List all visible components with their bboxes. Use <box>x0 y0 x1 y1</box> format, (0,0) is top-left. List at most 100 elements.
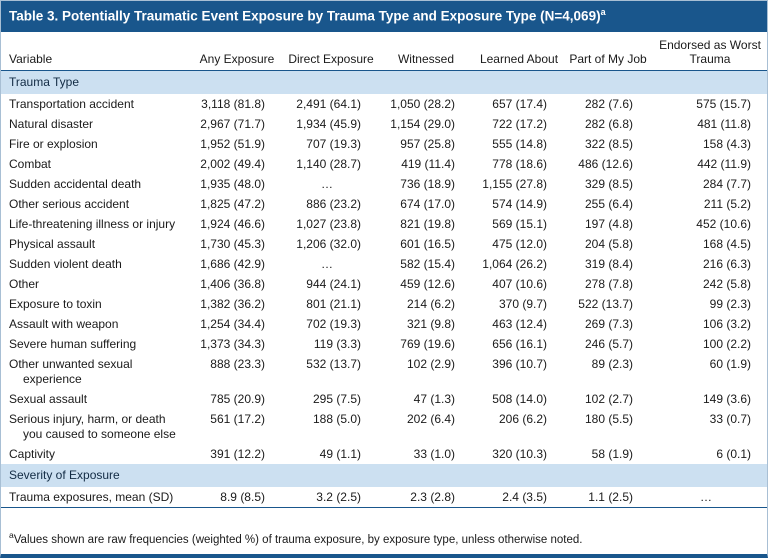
value-cell: 1,154 (29.0) <box>390 116 455 131</box>
value-cell: 801 (21.1) <box>306 296 361 311</box>
value-cell: 119 (3.3) <box>313 336 361 351</box>
value-cell: 322 (8.5) <box>584 136 633 151</box>
value-cell: 102 (2.9) <box>406 356 455 371</box>
variable-cell: Other unwanted sexual experience <box>9 356 133 386</box>
data-table: Variable Any Exposure Direct Exposure Witne… <box>1 31 767 509</box>
value-cell: 168 (4.5) <box>702 236 751 251</box>
table-row: Serious injury, harm, or death you cause… <box>1 409 767 444</box>
value-cell: 197 (4.8) <box>584 216 633 231</box>
value-cell: 1.1 (2.5) <box>565 487 651 509</box>
value-cell: 569 (15.1) <box>492 216 547 231</box>
value-cell: 102 (2.7) <box>584 391 633 406</box>
table-row: Other 1,406 (36.8) 944 (24.1) 459 (12.6) 407… <box>1 274 767 294</box>
section-header-row: Trauma Type <box>1 70 767 95</box>
value-cell: 188 (5.0) <box>312 411 361 426</box>
variable-cell: Natural disaster <box>9 116 94 131</box>
value-cell: 522 (13.7) <box>578 296 633 311</box>
column-header: Any Exposure <box>191 31 283 72</box>
table-head: Variable Any Exposure Direct Exposure Witne… <box>1 31 767 72</box>
value-cell: 442 (11.9) <box>697 156 751 171</box>
value-cell: 106 (3.2) <box>702 316 751 331</box>
value-cell: 486 (12.6) <box>578 156 633 171</box>
value-cell: 1,382 (36.2) <box>200 296 265 311</box>
value-cell: 674 (17.0) <box>400 196 455 211</box>
value-cell: 2.3 (2.8) <box>379 487 473 509</box>
value-cell: 1,064 (26.2) <box>482 256 547 271</box>
value-cell: 211 (5.2) <box>703 196 751 211</box>
value-cell: 1,155 (27.8) <box>482 176 547 191</box>
value-cell: 319 (8.4) <box>584 256 633 271</box>
value-cell: 888 (23.3) <box>210 356 265 371</box>
value-cell: 2,967 (71.7) <box>200 116 265 131</box>
table-row: Physical assault 1,730 (45.3) 1,206 (32.0)… <box>1 234 767 254</box>
table-row: Sudden accidental death 1,935 (48.0) … 736 … <box>1 174 767 194</box>
value-cell: 33 (0.7) <box>709 411 751 426</box>
value-cell: 407 (10.6) <box>492 276 547 291</box>
value-cell: 214 (6.2) <box>406 296 455 311</box>
value-cell: 396 (10.7) <box>492 356 547 371</box>
footnote-superscript: a <box>9 530 14 541</box>
value-cell: 391 (12.2) <box>210 446 265 461</box>
column-header: Direct Exposure <box>283 31 379 72</box>
value-cell: 481 (11.8) <box>697 116 751 131</box>
value-cell: 295 (7.5) <box>312 391 361 406</box>
table-title-superscript: a <box>600 7 606 17</box>
variable-cell: Physical assault <box>9 236 96 251</box>
value-cell: 555 (14.8) <box>492 136 547 151</box>
value-cell: 475 (12.0) <box>492 236 547 251</box>
value-cell: 778 (18.6) <box>492 156 547 171</box>
table-row: Other serious accident 1,825 (47.2) 886 (2… <box>1 194 767 214</box>
value-cell: 1,825 (47.2) <box>200 196 265 211</box>
value-cell: 459 (12.6) <box>400 276 455 291</box>
value-cell: 89 (2.3) <box>591 356 633 371</box>
table-footnote: aValues shown are raw frequencies (weigh… <box>1 525 767 554</box>
value-cell: 282 (7.6) <box>584 96 633 111</box>
section-label: Severity of Exposure <box>1 464 767 488</box>
variable-cell: Severe human suffering <box>9 336 137 351</box>
table-row: Sexual assault 785 (20.9) 295 (7.5) 47 (1.3… <box>1 389 767 409</box>
value-cell: 532 (13.7) <box>306 356 361 371</box>
variable-cell: Sexual assault <box>9 391 88 406</box>
value-cell: 657 (17.4) <box>492 96 547 111</box>
value-cell: 180 (5.5) <box>584 411 633 426</box>
value-cell: 785 (20.9) <box>210 391 265 406</box>
section-label: Trauma Type <box>1 70 767 95</box>
table-body: Trauma Type Transportation accident 3,118 … <box>1 70 767 509</box>
value-cell: 722 (17.2) <box>492 116 547 131</box>
table-row: Other unwanted sexual experience 888 (23.… <box>1 354 767 389</box>
variable-cell: Captivity <box>9 446 56 461</box>
variable-cell: Trauma exposures, mean (SD) <box>1 487 191 509</box>
column-header: Variable <box>1 31 191 72</box>
value-cell: 370 (9.7) <box>498 296 547 311</box>
value-cell: 419 (11.4) <box>401 156 455 171</box>
value-cell: 47 (1.3) <box>413 391 455 406</box>
variable-cell: Other serious accident <box>9 196 130 211</box>
table-row: Life-threatening illness or injury 1,924 … <box>1 214 767 234</box>
value-cell: … <box>321 256 333 271</box>
value-cell: 561 (17.2) <box>210 411 265 426</box>
value-cell: 702 (19.3) <box>306 316 361 331</box>
value-cell: 1,027 (23.8) <box>296 216 361 231</box>
value-cell: 8.9 (8.5) <box>191 487 283 509</box>
value-cell: 2,491 (64.1) <box>296 96 361 111</box>
value-cell: 278 (7.8) <box>584 276 633 291</box>
value-cell: 821 (19.8) <box>400 216 455 231</box>
value-cell: 463 (12.4) <box>492 316 547 331</box>
section-header-row: Severity of Exposure <box>1 464 767 488</box>
value-cell: 282 (6.8) <box>584 116 633 131</box>
value-cell: 1,373 (34.3) <box>200 336 265 351</box>
value-cell: 216 (6.3) <box>702 256 751 271</box>
value-cell: 6 (0.1) <box>716 446 751 461</box>
value-cell: 452 (10.6) <box>696 216 751 231</box>
value-cell: 2,002 (49.4) <box>200 156 265 171</box>
table-row: Transportation accident 3,118 (81.8) 2,491… <box>1 94 767 114</box>
value-cell: 204 (5.8) <box>584 236 633 251</box>
value-cell: 1,730 (45.3) <box>200 236 265 251</box>
value-cell: 202 (6.4) <box>406 411 455 426</box>
value-cell: 255 (6.4) <box>584 196 633 211</box>
column-header: Witnessed <box>379 31 473 72</box>
variable-cell: Other <box>9 276 40 291</box>
value-cell: … <box>321 176 333 191</box>
table-row: Fire or explosion 1,952 (51.9) 707 (19.3) 9… <box>1 134 767 154</box>
